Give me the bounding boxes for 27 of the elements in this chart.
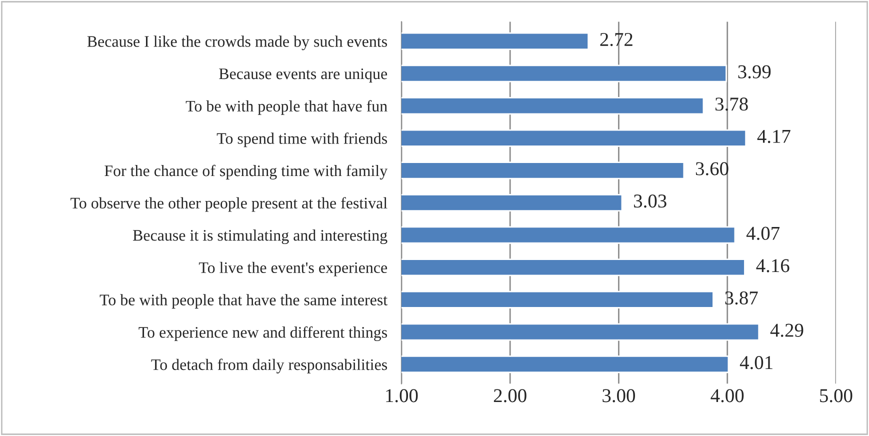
data-label: 4.17 xyxy=(757,130,790,144)
data-label: 3.99 xyxy=(738,65,771,78)
y-tick-label: To experience new and different things xyxy=(138,326,388,342)
data-label: 3.60 xyxy=(696,162,728,176)
x-tick-label: 2.00 xyxy=(494,389,526,402)
data-label: 4.16 xyxy=(756,259,790,272)
data-label: 4.29 xyxy=(770,324,804,337)
y-tick-label: To detach from daily responsabilities xyxy=(151,358,388,374)
y-tick-label: Because events are unique xyxy=(219,68,388,82)
y-tick-label: To spend time with friends xyxy=(216,132,388,148)
y-tick-label: Because I like the crowds made by such events xyxy=(87,36,387,50)
x-tick-label: 3.00 xyxy=(602,389,635,402)
x-tick-label: 1.00 xyxy=(386,389,418,402)
x-tick-label: 5.00 xyxy=(820,389,852,402)
data-label: 4.07 xyxy=(746,226,780,240)
data-label: 2.72 xyxy=(600,32,632,46)
data-label: 3.03 xyxy=(634,194,666,208)
x-tick-label: 4.00 xyxy=(710,389,744,402)
y-tick-label: Because it is stimulating and interesting xyxy=(132,230,388,244)
y-tick-label: To be with people that have fun xyxy=(186,100,388,115)
data-label: 3.87 xyxy=(725,291,758,305)
y-tick-label: For the chance of spending time with family xyxy=(104,164,388,180)
data-label: 3.78 xyxy=(715,98,748,111)
data-label: 4.01 xyxy=(740,356,772,370)
y-tick-label: To live the event's experience xyxy=(198,262,388,276)
y-tick-label: To observe the other people present at the festival xyxy=(70,197,388,212)
y-tick-label: To be with people that have the same interest xyxy=(100,294,388,309)
